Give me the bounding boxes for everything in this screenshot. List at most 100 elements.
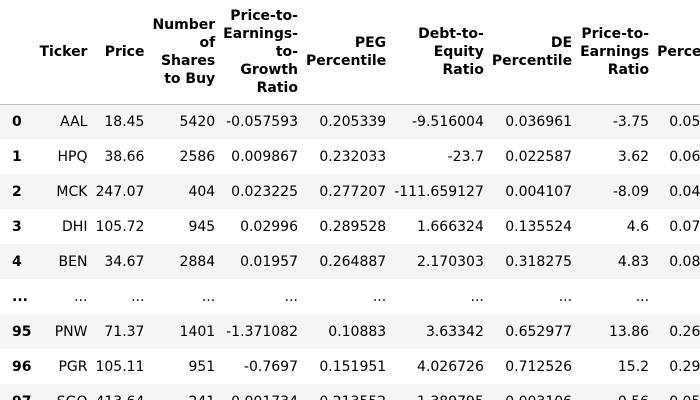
row-index: 97 (0, 384, 35, 400)
cell-pe: 3.62 (617, 148, 650, 165)
cell-dep: 0.036961 (505, 113, 573, 130)
column-header-pe: Price-to-Earnings Ratio (576, 0, 654, 105)
column-header-pegp: PEG Percentile (301, 0, 391, 105)
cell-shares: 2884 (179, 253, 216, 270)
table-row: 2 MCK 247.07 404 0.023225 0.277207 -111.659127… (0, 174, 700, 209)
row-index: 96 (12, 358, 32, 375)
cell-pegp: 0.205339 (319, 113, 387, 130)
cell-price: 34.67 (104, 253, 145, 270)
cell-pe: 4.6 (626, 218, 650, 235)
cell-pegr: -0.7697 (243, 358, 298, 375)
cell-dep: 0.135524 (505, 218, 573, 235)
cell-pegp: 0.232033 (319, 148, 387, 165)
cell-shares: 951 (188, 358, 216, 375)
cell-price: 413.64 (91, 384, 148, 400)
table-row: 3 DHI 105.72 945 0.02996 0.289528 1.666324 0.13… (0, 209, 700, 244)
cell-dep: 0.318275 (505, 253, 573, 270)
cell-pep: 0.2967 (669, 358, 700, 375)
cell-dep: 0.003106 (488, 384, 576, 400)
cell-pep: 0.2648 (669, 323, 700, 340)
cell-pe: 13.86 (608, 323, 650, 340)
cell-shares: 5420 (179, 113, 216, 130)
cell-ticker: HPQ (57, 148, 88, 165)
table-header: Ticker Price Number of Shares to Buy Price-… (0, 0, 700, 105)
cell-pe: -3.75 (612, 113, 650, 130)
cell-price: 71.37 (104, 323, 145, 340)
cell-dep: ... (558, 288, 573, 305)
cell-pegp: 0.289528 (319, 218, 387, 235)
cell-dep: 0.712526 (505, 358, 573, 375)
cell-de: 1.666324 (417, 218, 484, 235)
cell-de: ... (470, 288, 484, 305)
cell-pegr: -0.057593 (226, 113, 298, 130)
row-index: 3 (12, 218, 22, 235)
cell-dep: 0.004107 (505, 183, 573, 200)
cell-pegr: 0.023225 (231, 183, 298, 200)
column-header-pep: Percent (653, 0, 700, 105)
cell-ticker: AAL (60, 113, 88, 130)
cell-pegp: 0.277207 (319, 183, 387, 200)
cell-pep: 0.0492 (669, 183, 700, 200)
table-row: 96 PGR 105.11 951 -0.7697 0.151951 4.026726 0.7… (0, 349, 700, 384)
row-index: 4 (12, 253, 22, 270)
cell-ticker: PNW (54, 323, 88, 340)
table-row: .............................. (0, 279, 700, 314)
cell-de: 1.389795 (390, 384, 488, 400)
cell-pegp: 0.264887 (319, 253, 387, 270)
cell-pegr: 0.02996 (240, 218, 298, 235)
table-row: 97SGO413.642410.0017340.2135521.3897950.… (0, 384, 700, 400)
cell-price: 105.72 (95, 218, 145, 235)
cell-pep: 0.0572 (653, 384, 700, 400)
cell-price: ... (131, 288, 145, 305)
cell-ticker: MCK (56, 183, 88, 200)
cell-dep: 0.652977 (505, 323, 573, 340)
cell-de: -23.7 (447, 148, 484, 165)
row-index: 0 (12, 113, 22, 130)
column-header-index (0, 0, 36, 105)
cell-dep: 0.022587 (505, 148, 573, 165)
cell-price: 18.45 (104, 113, 145, 130)
cell-ticker: BEN (58, 253, 88, 270)
cell-shares: 945 (188, 218, 216, 235)
column-header-dep: DE Percentile (487, 0, 577, 105)
table-row: 1 HPQ 38.66 2586 0.009867 0.232033 -23.7 0.0225… (0, 139, 700, 174)
row-index: 1 (12, 148, 22, 165)
cell-pep: ... (653, 279, 700, 314)
table-row: 95 PNW 71.37 1401 -1.371082 0.10883 3.63342 0.6… (0, 314, 700, 349)
cell-de: 4.026726 (417, 358, 484, 375)
cell-pep: 0.0800 (669, 253, 700, 270)
cell-ticker: ... (74, 288, 88, 305)
cell-pegr: -1.371082 (226, 323, 298, 340)
cell-pep: 0.0698 (669, 148, 700, 165)
cell-pegr: 0.01957 (240, 253, 298, 270)
column-header-price: Price (91, 0, 149, 105)
row-index: 95 (12, 323, 32, 340)
cell-shares: 1401 (179, 323, 216, 340)
cell-pegr: 0.009867 (231, 148, 298, 165)
cell-pegr: 0.001734 (219, 384, 302, 400)
table-row: 4 BEN 34.67 2884 0.01957 0.264887 2.170303 0.31… (0, 244, 700, 279)
cell-shares: 404 (188, 183, 216, 200)
column-header-ticker: Ticker (35, 0, 92, 105)
cell-de: 2.170303 (417, 253, 484, 270)
cell-pe: 4.83 (617, 253, 650, 270)
cell-shares: 2586 (179, 148, 216, 165)
cell-price: 247.07 (95, 183, 145, 200)
cell-pep: 0.0533 (669, 113, 700, 130)
table-row: 0 AAL 18.45 5420 -0.057593 0.205339 -9.516004 0… (0, 104, 700, 139)
cell-de: 3.63342 (425, 323, 484, 340)
cell-shares: 241 (148, 384, 219, 400)
cell-ticker: DHI (62, 218, 88, 235)
cell-pegp: ... (372, 288, 387, 305)
cell-pe: 0.56 (576, 384, 653, 400)
row-index: ... (12, 288, 28, 305)
column-header-de: Debt-to-Equity Ratio (390, 0, 488, 105)
cell-pegr: ... (284, 288, 298, 305)
column-header-shares: Number of Shares to Buy (148, 0, 220, 105)
table-body: 0 AAL 18.45 5420 -0.057593 0.205339 -9.516004 0… (0, 104, 700, 400)
row-index: 2 (12, 183, 22, 200)
cell-de: -9.516004 (412, 113, 484, 130)
cell-pegp: 0.10883 (328, 323, 387, 340)
